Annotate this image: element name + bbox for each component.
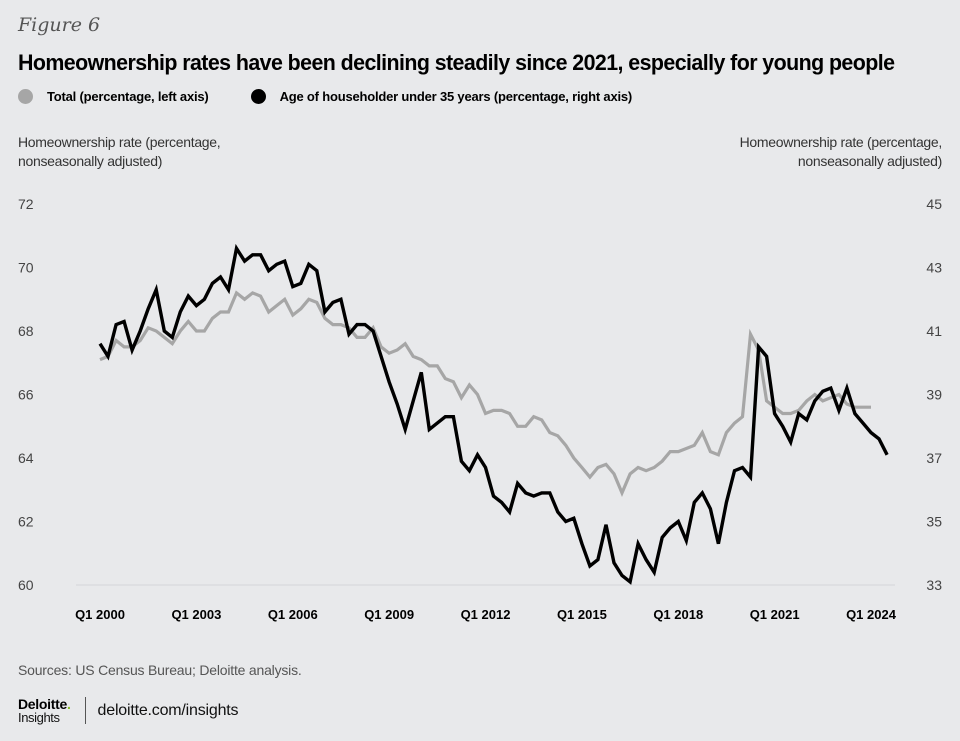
footer-divider	[84, 697, 86, 724]
brand-name: Deloitte	[18, 695, 67, 712]
right-tick-label: 45	[926, 196, 942, 212]
right-tick-label: 37	[926, 450, 942, 466]
x-tick-label: Q1 2009	[364, 607, 414, 622]
legend-item-under-35: Age of householder under 35 years (perce…	[250, 89, 633, 104]
legend-dot-under-35-icon	[250, 89, 266, 104]
footer: Deloitte. Insights deloitte.com/insights	[18, 695, 239, 725]
left-tick-label: 68	[18, 323, 34, 339]
left-axis-title-line1: Homeownership rate (percentage,	[18, 134, 221, 150]
series-line-under-35	[98, 243, 889, 585]
x-axis-ticks: Q1 2000 Q1 2003 Q1 2006 Q1 2009 Q1 2012 Q1 20…	[75, 607, 897, 622]
series-line-total	[99, 290, 871, 498]
chart-title: Homeownership rates have been declining …	[18, 50, 895, 75]
right-tick-label: 41	[926, 323, 942, 339]
right-axis-title-line2: nonseasonally adjusted)	[797, 153, 942, 169]
left-tick-label: 66	[18, 387, 34, 403]
right-axis-title: Homeownership rate (percentage, nonseaso…	[739, 133, 943, 171]
deloitte-insights-logo: Deloitte. Insights	[18, 695, 71, 725]
x-tick-label: Q1 2003	[171, 607, 221, 622]
x-tick-label: Q1 2015	[557, 607, 607, 622]
brand-dot: .	[66, 695, 71, 712]
left-axis-title-line2: nonseasonally adjusted)	[18, 153, 163, 169]
brand-subtitle: Insights	[18, 709, 60, 725]
right-tick-label: 39	[926, 387, 942, 403]
left-tick-label: 64	[18, 450, 34, 466]
x-tick-label: Q1 2018	[653, 607, 703, 622]
x-tick-label: Q1 2024	[846, 607, 897, 622]
right-axis-ticks: 33 35 37 39 41 43 45	[926, 196, 942, 593]
left-axis-title: Homeownership rate (percentage, nonseaso…	[18, 133, 221, 171]
x-tick-label: Q1 2012	[461, 607, 511, 622]
right-tick-label: 33	[926, 577, 942, 593]
series-lines	[98, 243, 889, 585]
figure-label: Figure 6	[18, 14, 101, 36]
legend-label-total: Total (percentage, left axis)	[47, 89, 209, 104]
right-axis-title-line1: Homeownership rate (percentage,	[739, 134, 943, 150]
left-tick-label: 60	[18, 577, 34, 593]
left-tick-label: 72	[18, 196, 34, 212]
legend-item-total: Total (percentage, left axis)	[18, 89, 209, 104]
legend-label-under-35: Age of householder under 35 years (perce…	[279, 89, 633, 104]
legend: Total (percentage, left axis) Age of hou…	[18, 89, 674, 104]
left-tick-label: 70	[18, 260, 34, 276]
x-tick-label: Q1 2006	[268, 607, 318, 622]
legend-dot-total-icon	[18, 89, 33, 104]
right-tick-label: 43	[926, 260, 942, 276]
left-tick-label: 62	[18, 514, 34, 530]
x-tick-label: Q1 2021	[750, 607, 800, 622]
right-tick-label: 35	[926, 514, 942, 530]
left-axis-ticks: 60 62 64 66 68 70 72	[18, 196, 34, 593]
x-tick-label: Q1 2000	[75, 607, 125, 622]
footer-url-link[interactable]: deloitte.com/insights	[97, 701, 239, 719]
source-note: Sources: US Census Bureau; Deloitte anal…	[18, 662, 302, 678]
